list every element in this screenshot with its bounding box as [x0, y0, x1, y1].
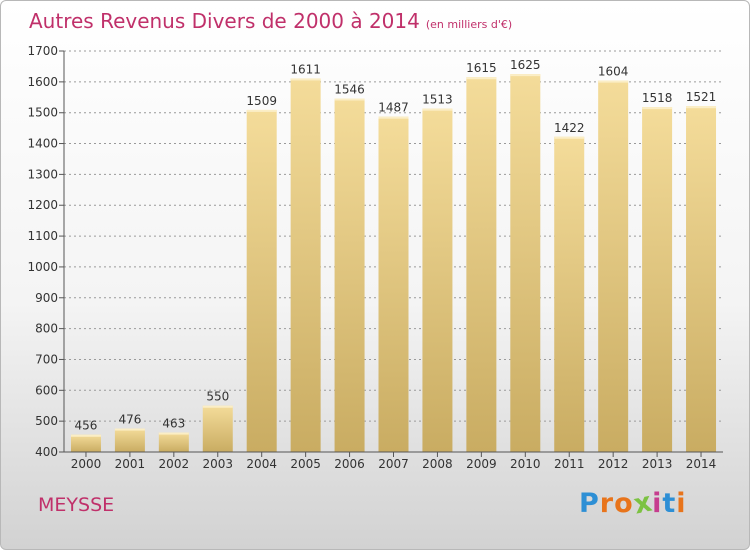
data-label: 1509 — [246, 94, 277, 108]
x-tick-label: 2008 — [422, 457, 453, 471]
x-tick-label: 2013 — [642, 457, 673, 471]
bar-top-highlight — [686, 106, 717, 109]
y-tick-label: 1100 — [27, 229, 58, 243]
y-tick-label: 1400 — [27, 137, 58, 151]
proxiti-logo: Proxiti — [579, 486, 687, 520]
data-label: 456 — [75, 419, 98, 433]
y-tick-label: 500 — [35, 414, 58, 428]
logo-letter: P — [579, 488, 600, 519]
logo-letter: t — [662, 488, 677, 519]
y-tick-label: 1200 — [27, 198, 58, 212]
y-tick-label: 1700 — [27, 44, 58, 58]
data-label: 1513 — [422, 93, 453, 107]
bar-2013 — [642, 107, 673, 452]
bar-top-highlight — [290, 78, 321, 81]
axes: 400 500 600 700 800 900 1000 1100 1200 1300 1400 15… — [27, 44, 723, 471]
bar-top-highlight — [510, 74, 541, 77]
x-tick-label: 2006 — [334, 457, 365, 471]
logo-letter: i — [652, 488, 663, 519]
data-label: 463 — [162, 417, 185, 431]
bar-2005 — [290, 78, 321, 453]
x-tick-label: 2005 — [290, 457, 321, 471]
data-label: 1422 — [554, 121, 585, 135]
y-tick-label: 800 — [35, 322, 58, 336]
data-label: 1487 — [378, 101, 409, 115]
x-tick-label: 2007 — [378, 457, 409, 471]
y-tick-label: 600 — [35, 383, 58, 397]
x-tick-label: 2003 — [202, 457, 233, 471]
bar-top-highlight — [114, 428, 145, 431]
logo-letter: o — [614, 488, 634, 519]
bar-top-highlight — [158, 432, 189, 435]
data-label: 476 — [118, 413, 141, 427]
x-tick-label: 2001 — [115, 457, 146, 471]
bar-2008 — [422, 108, 453, 452]
data-label: 1615 — [466, 61, 497, 75]
y-tick-label: 1000 — [27, 260, 58, 274]
data-label: 1521 — [686, 90, 717, 104]
y-tick-label: 1500 — [27, 106, 58, 120]
x-tick-label: 2012 — [598, 457, 629, 471]
x-tick-label: 2004 — [246, 457, 277, 471]
bar-top-highlight — [598, 80, 629, 83]
bar-2009 — [466, 77, 497, 452]
bar-2011 — [554, 136, 585, 452]
bar-2006 — [334, 98, 365, 452]
commune-name: MEYSSE — [38, 494, 115, 516]
x-tick-label: 2011 — [554, 457, 585, 471]
bar-top-highlight — [246, 109, 277, 112]
x-tick-label: 2000 — [71, 457, 102, 471]
bar-2007 — [378, 116, 409, 453]
bar-top-highlight — [70, 434, 101, 437]
bar-top-highlight — [378, 116, 409, 119]
bar-top-highlight — [202, 405, 233, 408]
data-labels: 456 476 463 550 1509 1611 1546 1487 1513 1615 1625… — [75, 58, 717, 433]
logo-letter: i — [676, 488, 687, 519]
data-label: 1518 — [642, 91, 673, 105]
data-label: 1611 — [290, 62, 321, 76]
bar-2002 — [158, 432, 189, 452]
logo-letter: r — [599, 488, 615, 519]
data-label: 550 — [206, 390, 229, 404]
bar-2012 — [598, 80, 629, 452]
bar-2001 — [114, 428, 145, 452]
bar-2000 — [70, 434, 101, 452]
bar-2010 — [510, 74, 541, 452]
bar-2003 — [202, 405, 233, 452]
x-tick-label: 2014 — [686, 457, 717, 471]
y-tick-label: 400 — [35, 445, 58, 459]
x-tick-label: 2010 — [510, 457, 541, 471]
bar-top-highlight — [642, 107, 673, 110]
y-tick-label: 1300 — [27, 167, 58, 181]
bar-2004 — [246, 109, 277, 453]
data-label: 1604 — [598, 65, 629, 79]
x-tick-label: 2002 — [159, 457, 190, 471]
y-tick-label: 900 — [35, 291, 58, 305]
bar-top-highlight — [554, 136, 585, 139]
bar-top-highlight — [466, 77, 497, 80]
chart-title: Autres Revenus Divers de 2000 à 2014 — [29, 9, 420, 33]
y-tick-label: 1600 — [27, 75, 58, 89]
x-tick-label: 2009 — [466, 457, 497, 471]
y-tick-label: 700 — [35, 352, 58, 366]
bars — [70, 74, 717, 453]
bar-top-highlight — [334, 98, 365, 101]
data-label: 1625 — [510, 58, 541, 72]
bar-top-highlight — [422, 108, 453, 111]
chart-subtitle: (en milliers d'€) — [425, 18, 513, 31]
bar-2014 — [686, 106, 717, 453]
data-label: 1546 — [334, 83, 365, 97]
chart-title-row: Autres Revenus Divers de 2000 à 2014 (en … — [29, 9, 512, 33]
